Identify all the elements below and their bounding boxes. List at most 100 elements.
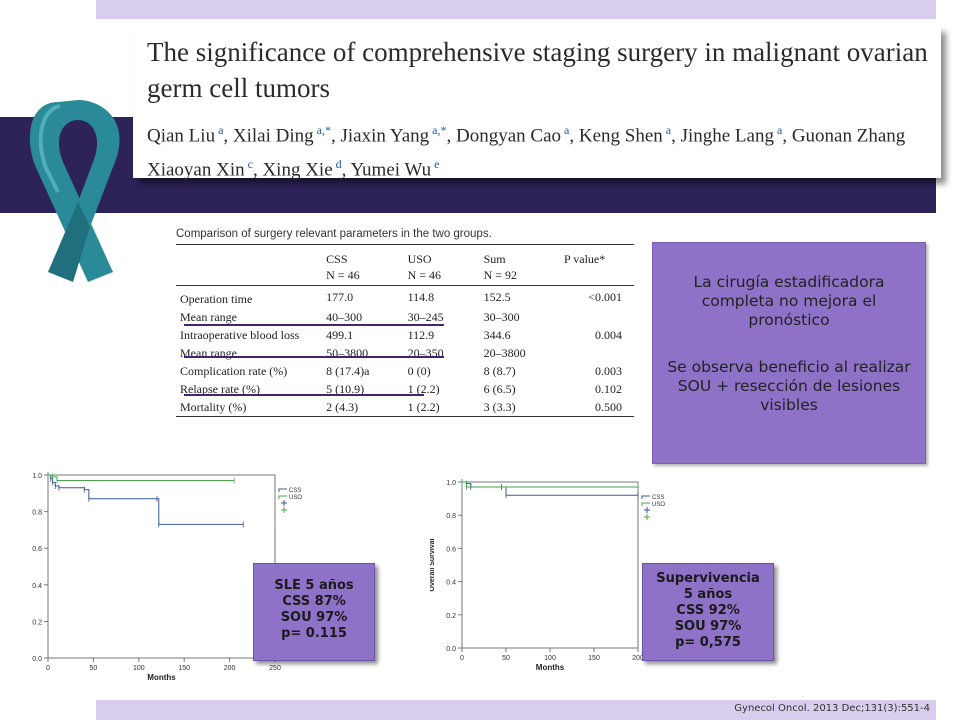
- summary-callout: La cirugía estadificadora completa no me…: [652, 242, 926, 464]
- x-tick-label: 0: [46, 665, 50, 672]
- os-summary-box: Supervivencia 5 años CSS 92% SOU 97% p= 0,57…: [642, 563, 774, 661]
- series-line-css: [462, 481, 638, 496]
- author-name: Guonan Zhang: [791, 125, 906, 147]
- author-name: Jinghe Lang: [680, 125, 774, 147]
- table-header-cell: P value*: [560, 244, 634, 267]
- series-line-uso: [48, 474, 235, 481]
- summary-box-line: p= 0,575: [675, 635, 741, 650]
- table-cell: 177.0: [326, 289, 354, 304]
- table-header-n: N = 46: [322, 267, 404, 286]
- table-cell: Mortality (%): [176, 398, 323, 417]
- author-name: Xing Xie: [262, 159, 333, 181]
- author-name: Dongyan Cao: [456, 125, 562, 147]
- awareness-ribbon-icon: [29, 100, 120, 282]
- author-affiliation: a: [215, 123, 224, 137]
- table-cell: 152.5: [483, 289, 511, 304]
- summary-box-line: 5 años: [683, 587, 733, 602]
- summary-box-line: Supervivencia: [656, 571, 760, 586]
- x-axis-label: Months: [147, 673, 176, 682]
- table-cell: 499.1: [326, 327, 354, 342]
- table-cell: 40–300: [326, 309, 363, 324]
- y-tick-label: 0.4: [446, 580, 456, 587]
- dfs-summary-box: SLE 5 años CSS 87% SOU 97% p= 0.115: [253, 563, 375, 661]
- author-name: Qian Liu: [147, 125, 216, 147]
- y-tick-label: 0.4: [32, 583, 42, 590]
- y-axis-label: Overall Survival: [430, 538, 436, 591]
- table-row: Relapse rate (%) 5 (10.9) 1 (2.2) 6 (6.5) 0.…: [176, 380, 634, 398]
- table-caption: Comparison of surgery relevant parameter…: [176, 228, 492, 240]
- table-row: Mortality (%) 2 (4.3) 1 (2.2) 3 (3.3) 0.500: [176, 398, 634, 417]
- table-cell: [560, 344, 634, 362]
- author-affiliation: a: [662, 123, 672, 137]
- table-cell: Mean range: [180, 309, 237, 324]
- y-tick-label: 0.0: [446, 646, 456, 653]
- paper-title: The significance of comprehensive stagin…: [147, 37, 928, 103]
- author-name: Yumei Wu: [350, 159, 432, 181]
- comparison-table-block: Comparison of surgery relevant parameter…: [176, 228, 636, 438]
- table-cell: Intraoperative blood loss: [180, 327, 300, 342]
- top-decor-strip: [96, 0, 936, 19]
- summary-line-2: Se observa beneficio al realizar SOU + r…: [667, 358, 911, 414]
- y-tick-label: 0.8: [32, 510, 42, 517]
- table-cell: Mean range: [180, 345, 237, 360]
- table-row: Mean range 40–300 30–245 30–300: [176, 308, 634, 326]
- x-axis-label: Months: [536, 663, 565, 672]
- table-row: Operation time 177.0 114.8 152.5 <0.001: [176, 286, 634, 309]
- table-cell: 8 (8.7): [483, 363, 516, 378]
- table-header-cell: [176, 244, 323, 267]
- comparison-table: CSS USO Sum P value* N = 46 N = 46 N = 92 Ope…: [176, 244, 634, 417]
- summary-box-line: SOU 97%: [280, 610, 348, 625]
- x-tick-label: 200: [632, 655, 644, 662]
- x-tick-label: 100: [133, 665, 145, 672]
- table-cell: 0.004: [595, 327, 622, 342]
- legend-line-css: [641, 495, 650, 499]
- table-cell: 20–3800: [483, 345, 526, 360]
- y-tick-label: 0.0: [32, 656, 42, 663]
- paper-header-card: The significance of comprehensive stagin…: [133, 26, 941, 181]
- table-cell: 112.9: [407, 327, 435, 342]
- table-header-n: [560, 267, 634, 286]
- table-cell: 0.003: [595, 363, 622, 378]
- author-name: Xiaoyan Xin: [147, 159, 245, 181]
- summary-box-line: SLE 5 años: [274, 578, 354, 593]
- legend-line-uso: [641, 502, 650, 506]
- legend-marker: [281, 500, 287, 506]
- x-tick-label: 150: [588, 655, 600, 662]
- table-row: Mean range 50–3800 20–350 20–3800: [176, 344, 634, 362]
- table-cell: <0.001: [588, 289, 622, 304]
- legend-marker: [281, 507, 287, 513]
- table-cell: 8 (17.4)a: [326, 363, 370, 378]
- y-tick-label: 1.0: [446, 480, 456, 487]
- y-tick-label: 0.6: [446, 546, 456, 553]
- plot-frame: [461, 481, 639, 649]
- table-cell: 1 (2.2): [407, 381, 440, 396]
- table-header-n: [176, 267, 323, 286]
- y-tick-label: 0.8: [446, 513, 456, 520]
- table-cell: 50–3800: [326, 345, 369, 360]
- table-row: Intraoperative blood loss 499.1 112.9 344.6…: [176, 326, 634, 344]
- x-tick-label: 150: [178, 665, 190, 672]
- y-tick-label: 1.0: [32, 473, 42, 480]
- summary-box-line: CSS 92%: [676, 603, 740, 618]
- x-tick-label: 0: [460, 655, 464, 662]
- table-cell: 6 (6.5): [483, 381, 516, 396]
- legend-line-uso: [278, 495, 287, 499]
- author-affiliation: e: [431, 157, 440, 172]
- table-cell: Operation time: [180, 291, 253, 306]
- author-name: Keng Shen: [578, 125, 663, 147]
- summary-box-line: p= 0.115: [281, 626, 347, 641]
- author-name: Xilai Ding: [232, 125, 314, 147]
- table-header-cell: USO: [403, 244, 480, 267]
- legend-label: CSS: [289, 488, 301, 494]
- highlight-underline: [184, 394, 424, 396]
- author-affiliation: d: [332, 157, 342, 172]
- x-tick-label: 50: [502, 655, 510, 662]
- table-cell: 0.102: [595, 381, 622, 396]
- table-cell: 344.6: [483, 327, 511, 342]
- legend-label: USO: [652, 502, 665, 508]
- table-cell: Complication rate (%): [180, 363, 288, 378]
- table-cell: 114.8: [407, 289, 435, 304]
- table-cell: 30–300: [483, 309, 520, 324]
- author-affiliation: c: [244, 157, 253, 172]
- table-cell: 0 (0): [407, 363, 431, 378]
